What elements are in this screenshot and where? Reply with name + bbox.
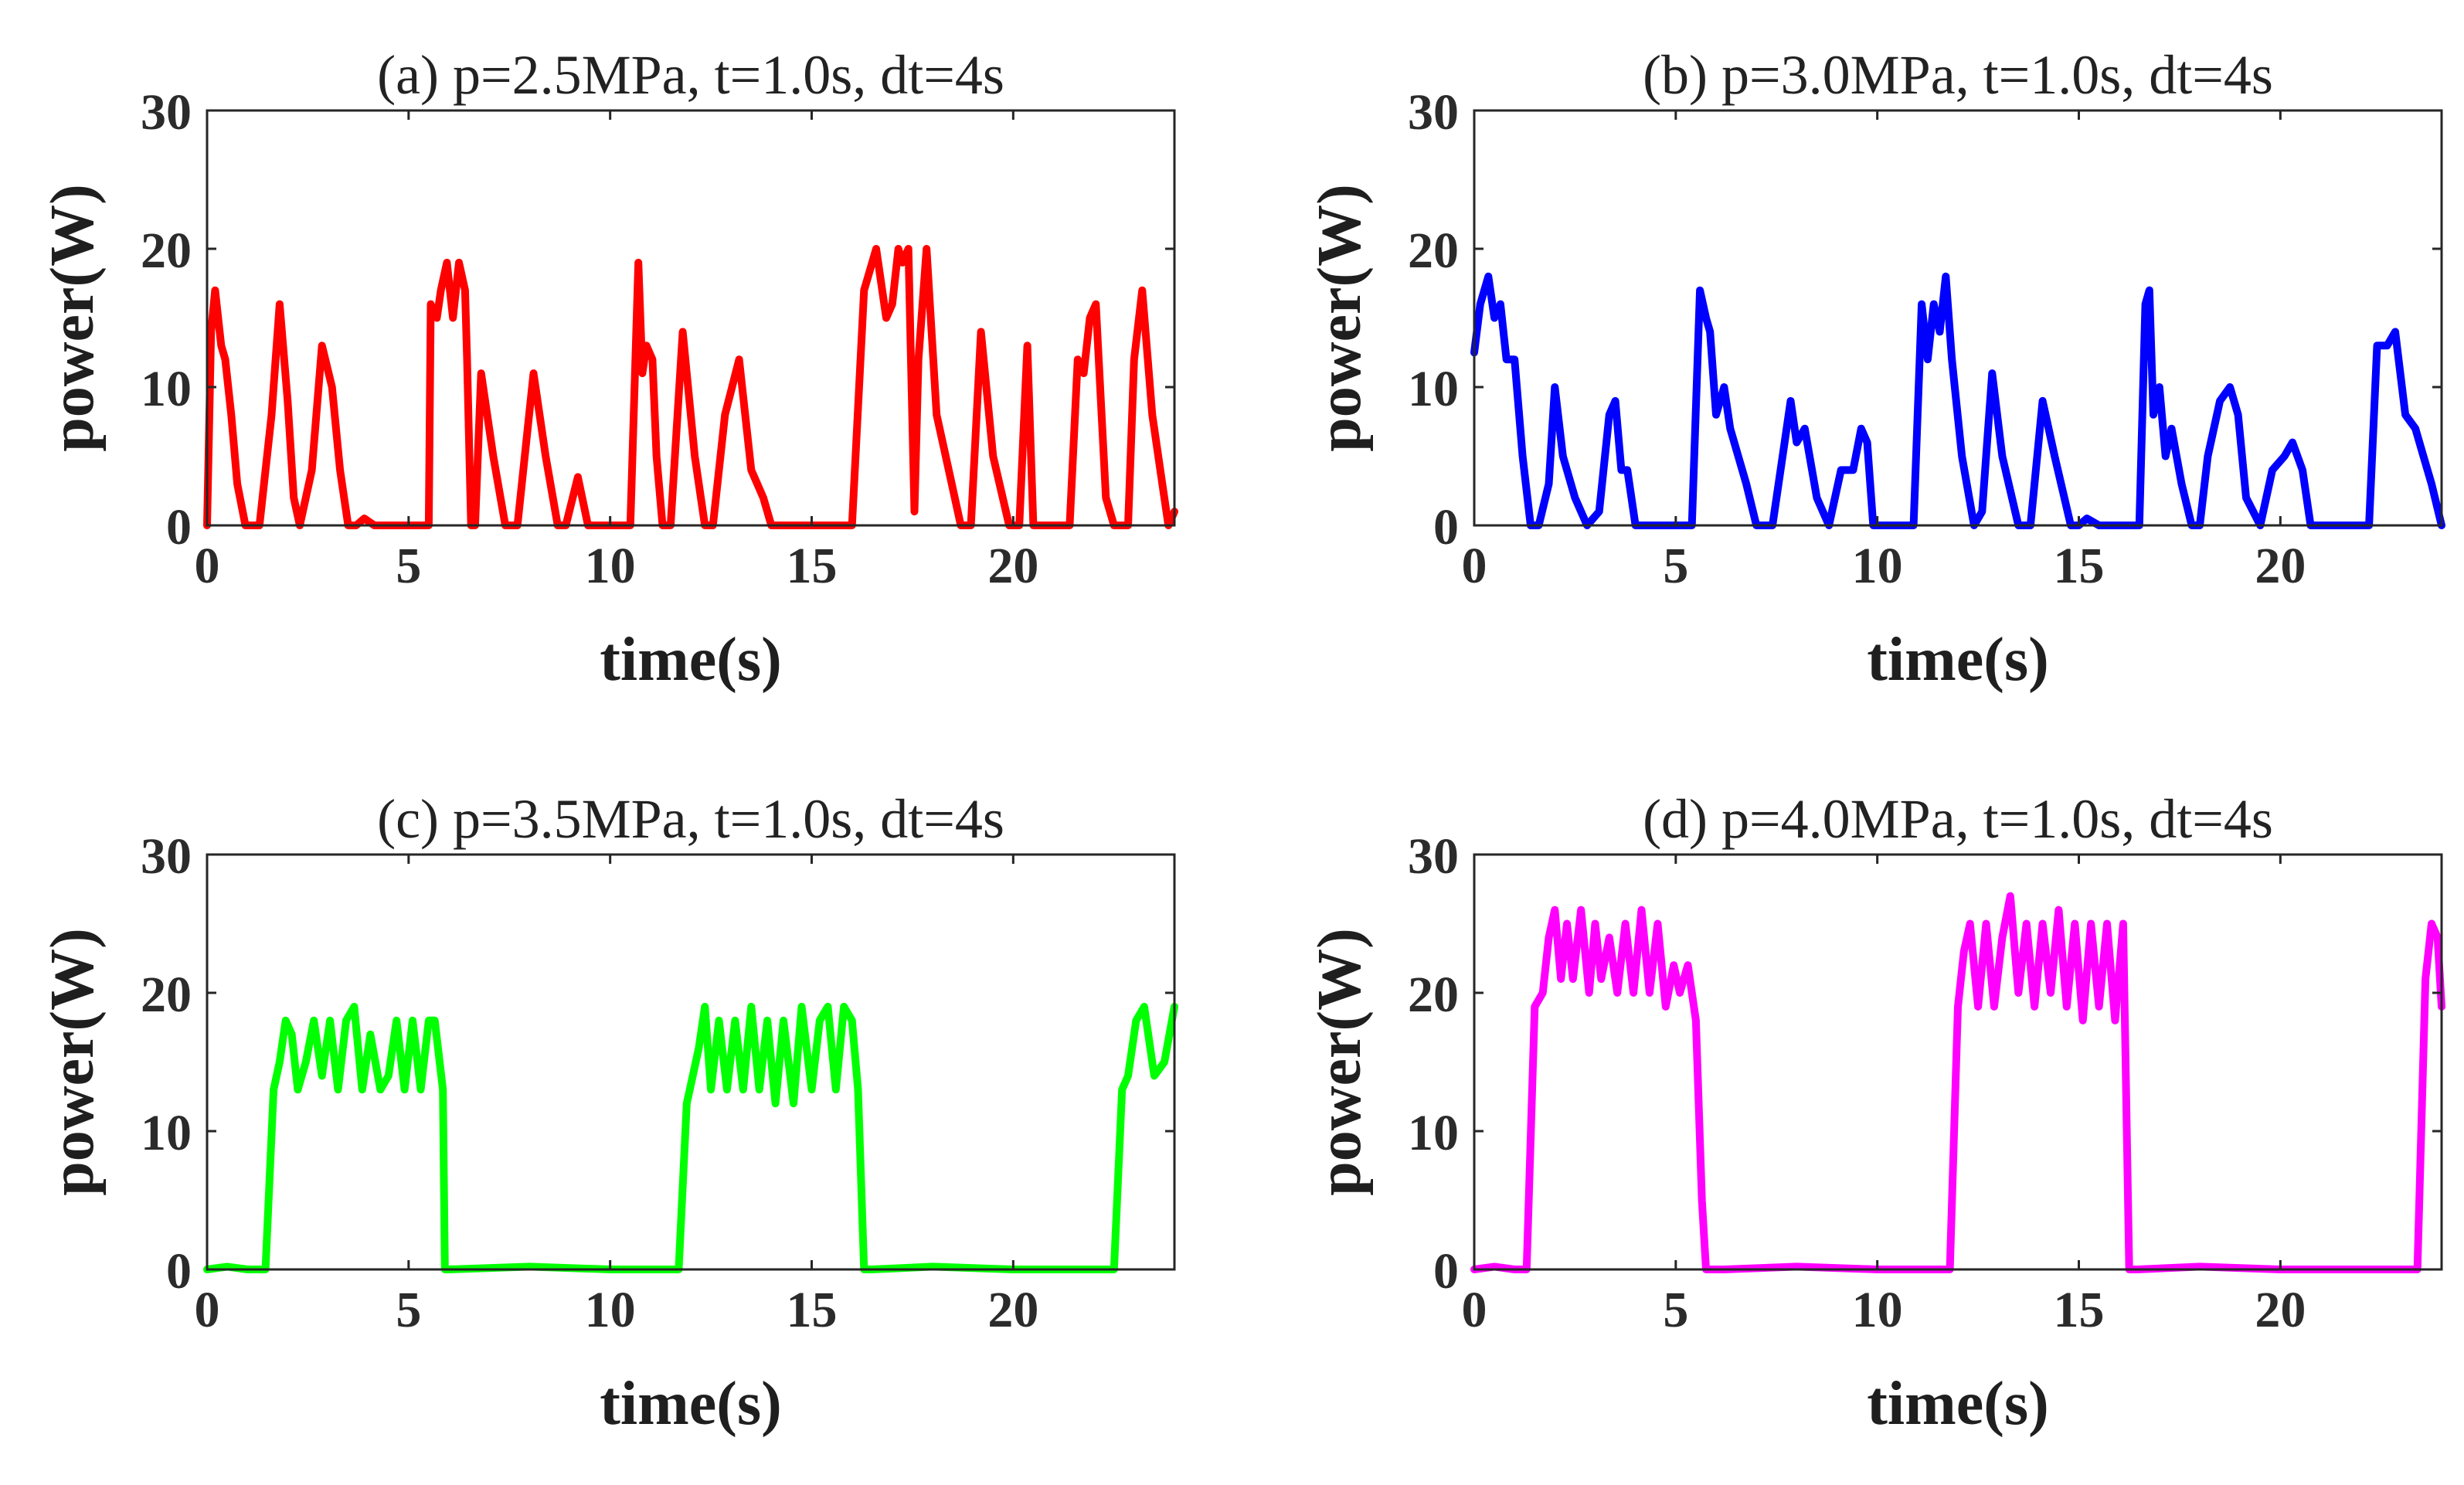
series-line-a [203,245,1178,529]
chart-title: (d) p=4.0MPa, t=1.0s, dt=4s [1643,788,2273,850]
plot-frame [206,109,1176,527]
y-tick-label: 0 [166,1243,192,1300]
y-tick-label: 20 [1408,967,1459,1023]
plot-frame [1473,853,2443,1271]
x-tick-label: 15 [2054,538,2105,594]
x-axis-label: time(s) [1867,626,2048,694]
x-tick-label: 15 [787,538,838,594]
y-tick-label: 0 [166,499,192,556]
x-tick-label: 20 [2255,1282,2306,1338]
plot-frame [206,853,1176,1271]
y-tick-label: 10 [1408,1105,1459,1161]
y-tick-label: 30 [1408,828,1459,885]
y-tick-label: 10 [141,361,192,417]
y-tick-label: 30 [1408,84,1459,141]
x-tick-label: 15 [787,1282,838,1338]
x-tick-label: 20 [987,1282,1038,1338]
panel-a: 0 5 10 15 20 0 10 20 30 (a) p=2.5MPa, t=1.0s, dt=… [39,44,1178,694]
y-axis-label: power(W) [39,928,107,1196]
x-tick-label: 0 [195,1282,220,1338]
x-tick-label: 0 [1462,1282,1487,1338]
x-axis-label: time(s) [600,1370,781,1438]
y-tick-label: 20 [141,223,192,279]
plot-frame [1473,109,2443,527]
series-line-b [1470,272,2445,529]
chart-title: (c) p=3.5MPa, t=1.0s, dt=4s [377,788,1004,850]
panel-b: 0 5 10 15 20 0 10 20 30 (b) p=3.0MPa, t=1.0s, dt=… [1306,44,2445,694]
x-tick-label: 5 [396,538,421,594]
x-tick-label: 10 [585,538,636,594]
y-tick-label: 30 [141,828,192,885]
x-axis-label: time(s) [600,626,781,694]
series-line-c [203,1002,1178,1273]
y-tick-label: 0 [1433,499,1459,556]
y-tick-label: 20 [141,967,192,1023]
panel-c: 0 5 10 15 20 0 10 20 30 (c) p=3.5MPa, t=1.0s, dt=… [39,788,1178,1438]
y-tick-label: 20 [1408,223,1459,279]
x-tick-label: 0 [1462,538,1487,594]
y-tick-label: 10 [1408,361,1459,417]
y-tick-label: 10 [141,1105,192,1161]
x-tick-label: 20 [987,538,1038,594]
panel-d: 0 5 10 15 20 0 10 20 30 (d) p=4.0MPa, t=1.0s, dt=… [1306,788,2445,1438]
x-tick-label: 15 [2054,1282,2105,1338]
y-axis-label: power(W) [1306,928,1374,1196]
x-tick-label: 5 [1663,1282,1688,1338]
chart-title: (a) p=2.5MPa, t=1.0s, dt=4s [377,44,1004,106]
x-tick-label: 10 [1852,1282,1903,1338]
x-axis-label: time(s) [1867,1370,2048,1438]
y-axis-label: power(W) [39,184,107,452]
chart-title: (b) p=3.0MPa, t=1.0s, dt=4s [1643,44,2273,106]
x-tick-label: 20 [2255,538,2306,594]
x-tick-label: 5 [396,1282,421,1338]
x-tick-label: 10 [585,1282,636,1338]
y-tick-label: 0 [1433,1243,1459,1300]
y-axis-label: power(W) [1306,184,1374,452]
x-tick-label: 0 [195,538,220,594]
y-tick-label: 30 [141,84,192,141]
x-tick-label: 10 [1852,538,1903,594]
series-line-d [1470,892,2445,1273]
x-tick-label: 5 [1663,538,1688,594]
